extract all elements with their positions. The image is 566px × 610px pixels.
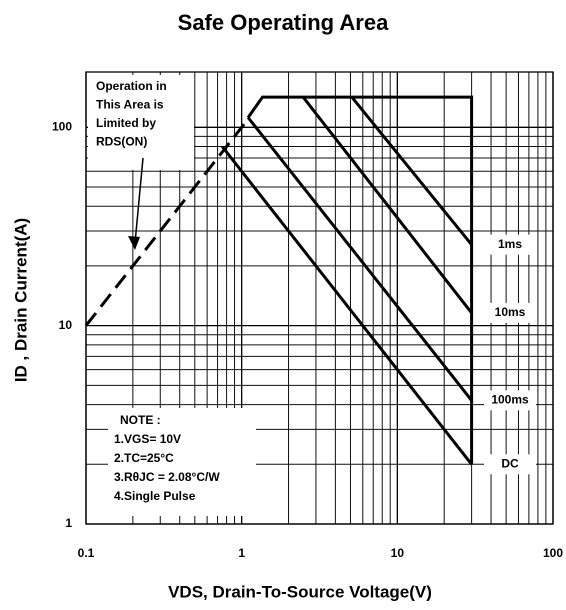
arrow-line bbox=[134, 157, 144, 244]
series-label: DC bbox=[501, 456, 519, 470]
chart-title: Safe Operating Area bbox=[178, 10, 389, 35]
note-text: 1.VGS= 10V bbox=[114, 432, 181, 446]
series-label-bg bbox=[484, 390, 536, 411]
y-tick-label: 10 bbox=[59, 318, 73, 332]
annotation-text: Limited by bbox=[96, 116, 156, 130]
annotation-text: Operation in bbox=[96, 79, 167, 93]
series-label: 1ms bbox=[498, 237, 522, 251]
series-line bbox=[246, 95, 474, 465]
note-text: NOTE : bbox=[120, 413, 161, 427]
series-line bbox=[84, 118, 250, 327]
x-tick-label: 10 bbox=[391, 546, 405, 560]
y-tick-label: 100 bbox=[52, 119, 72, 133]
note-text: 2.TC=25°C bbox=[114, 451, 174, 465]
arrow-head bbox=[128, 236, 140, 250]
grid bbox=[85, 71, 554, 525]
annotation-text: RDS(ON) bbox=[96, 135, 147, 149]
y-tick-label: 1 bbox=[65, 516, 72, 530]
note-text: 4.Single Pulse bbox=[114, 489, 196, 503]
series-label: 100ms bbox=[491, 393, 529, 407]
texts: 0.1 1 10 100 1 10 100 1ms 10ms 100ms DC Operation i… bbox=[52, 79, 563, 560]
note-box bbox=[108, 408, 256, 516]
series-label: 10ms bbox=[495, 305, 526, 319]
annotation-boxes bbox=[88, 75, 256, 516]
series-line bbox=[350, 96, 473, 246]
series-line bbox=[301, 96, 473, 314]
x-axis-label: VDS, Drain-To-Source Voltage(V) bbox=[168, 582, 432, 601]
series-line bbox=[221, 145, 473, 466]
note-text: 3.RθJC = 2.08°C/W bbox=[114, 470, 220, 484]
series-label-bg bbox=[484, 234, 536, 255]
annotation-box bbox=[88, 75, 194, 170]
x-tick-label: 1 bbox=[238, 546, 245, 560]
marks bbox=[84, 95, 536, 475]
annotation-text: This Area is bbox=[96, 98, 164, 112]
series-line bbox=[246, 116, 473, 402]
x-tick-label: 0.1 bbox=[78, 546, 95, 560]
series-label-bg bbox=[484, 302, 536, 323]
y-axis-label: ID , Drain Current(A) bbox=[11, 218, 30, 382]
x-tick-label: 100 bbox=[543, 546, 563, 560]
plot-frame bbox=[85, 71, 554, 525]
series-label-bg bbox=[484, 454, 536, 475]
arrow bbox=[128, 157, 144, 250]
